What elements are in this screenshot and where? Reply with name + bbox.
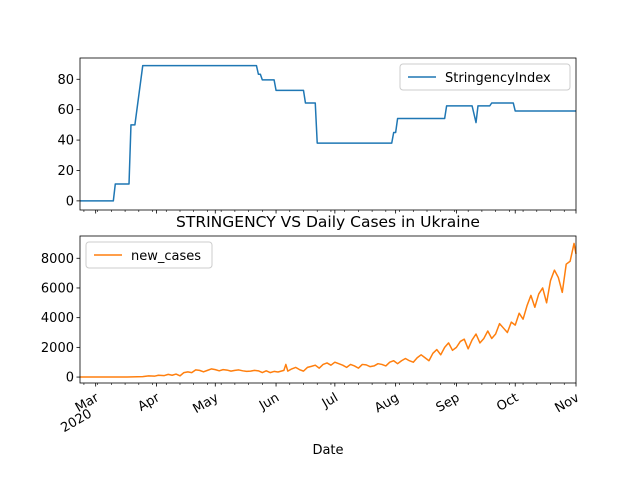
cases-y-ticks: 0 2000 4000 6000 8000	[41, 252, 80, 386]
series-line-new_cases	[80, 242, 577, 378]
cases-series-group	[80, 242, 577, 378]
cases-legend: new_cases	[85, 241, 213, 269]
cases-y-tick-label: 2000	[41, 341, 74, 356]
stringency-y-ticks: 0 20 40 60 80	[57, 73, 80, 209]
cases-legend-box	[85, 241, 213, 269]
stringency-y-tick-label: 20	[57, 164, 74, 179]
chart-title: STRINGENCY VS Daily Cases in Ukraine	[176, 213, 480, 231]
stringency-y-tick-label: 40	[57, 134, 74, 149]
cases-legend-label: new_cases	[131, 249, 201, 264]
stringency-y-tick-label: 80	[57, 73, 74, 88]
stringency-legend-label: StringencyIndex	[445, 71, 551, 86]
stringency-legend: StringencyIndex	[399, 63, 571, 91]
stringency-panel: 0 20 40 60 80 StringencyIndex	[57, 57, 577, 214]
stringency-y-tick-label: 60	[57, 103, 74, 118]
cases-axes-frame	[79, 235, 577, 384]
stringency-series-group	[80, 64, 576, 202]
x-tick-label-jul: Jul	[319, 390, 341, 411]
stringency-axes-frame	[79, 57, 577, 211]
stringency-y-tick-label: 0	[66, 194, 74, 209]
cases-y-tick-label: 6000	[41, 281, 74, 296]
x-axis-label: Date	[312, 443, 343, 458]
series-line-stringencyindex	[80, 64, 576, 202]
cases-y-tick-label: 8000	[41, 252, 74, 267]
cases-y-tick-label: 4000	[41, 311, 74, 326]
cases-y-tick-label: 0	[66, 371, 74, 386]
stringency-legend-box	[399, 63, 571, 91]
